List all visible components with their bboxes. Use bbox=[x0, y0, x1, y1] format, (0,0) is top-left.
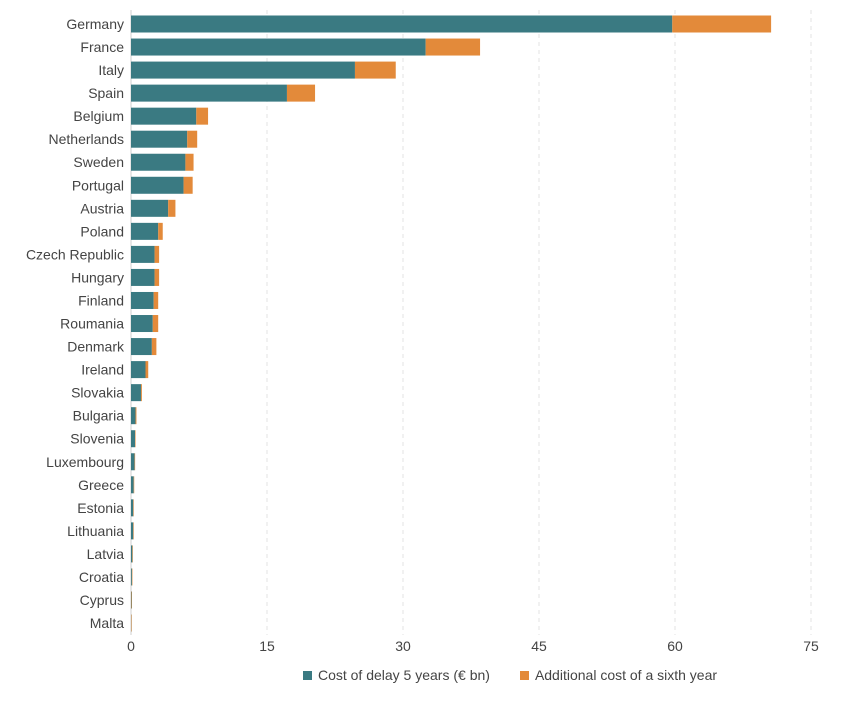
category-label: Croatia bbox=[79, 569, 124, 585]
bar-cost-5-years-lithuania bbox=[131, 522, 134, 540]
category-label: Netherlands bbox=[49, 131, 125, 147]
category-label: Roumania bbox=[60, 316, 124, 332]
bar-sixth-year-luxembourg bbox=[134, 453, 136, 471]
legend-swatch-orange bbox=[519, 670, 529, 680]
bar-cost-5-years-luxembourg bbox=[131, 453, 135, 471]
bar-sixth-year-slovenia bbox=[135, 430, 136, 448]
bar-sixth-year-roumania bbox=[152, 315, 159, 333]
bar-sixth-year-cyprus bbox=[131, 591, 132, 609]
bar-sixth-year-belgium bbox=[196, 107, 209, 125]
bar-sixth-year-greece bbox=[133, 476, 135, 494]
bar-cost-5-years-france bbox=[131, 38, 426, 56]
bar-cost-5-years-hungary bbox=[131, 268, 155, 286]
x-tick-label: 75 bbox=[803, 638, 819, 654]
category-label: Spain bbox=[88, 85, 124, 101]
category-label: Luxembourg bbox=[46, 454, 124, 470]
legend-item-5-years: Cost of delay 5 years (€ bn) bbox=[302, 667, 490, 683]
category-label: Hungary bbox=[71, 269, 124, 285]
category-label: Czech Republic bbox=[26, 246, 124, 262]
category-label: Austria bbox=[80, 200, 124, 216]
category-label: Portugal bbox=[72, 177, 124, 193]
category-label: Cyprus bbox=[80, 592, 124, 608]
bar-sixth-year-denmark bbox=[151, 338, 157, 356]
bar-sixth-year-ireland bbox=[145, 361, 149, 379]
bar-sixth-year-italy bbox=[354, 61, 396, 79]
legend-swatch-teal bbox=[302, 670, 312, 680]
bar-cost-5-years-sweden bbox=[131, 153, 186, 171]
category-label: Italy bbox=[98, 62, 124, 78]
category-label: Latvia bbox=[87, 546, 125, 562]
x-tick-label: 15 bbox=[259, 638, 275, 654]
bar-cost-5-years-germany bbox=[131, 15, 673, 33]
bar-cost-5-years-bulgaria bbox=[131, 407, 136, 425]
bar-cost-5-years-cyprus bbox=[131, 591, 132, 609]
category-label: Slovakia bbox=[71, 385, 124, 401]
bar-sixth-year-france bbox=[425, 38, 481, 56]
bar-cost-5-years-belgium bbox=[131, 107, 197, 125]
category-label: Poland bbox=[80, 223, 124, 239]
category-label: Denmark bbox=[67, 339, 125, 355]
bar-sixth-year-germany bbox=[672, 15, 772, 33]
category-label: Ireland bbox=[81, 362, 124, 378]
bar-sixth-year-portugal bbox=[183, 176, 193, 194]
legend-label: Cost of delay 5 years (€ bn) bbox=[317, 667, 490, 683]
bar-sixth-year-slovakia bbox=[140, 384, 142, 402]
bar-sixth-year-lithuania bbox=[133, 522, 134, 540]
category-label: Malta bbox=[90, 615, 124, 631]
legend-item-sixth-year: Additional cost of a sixth year bbox=[519, 667, 718, 683]
bar-sixth-year-czech-republic bbox=[154, 245, 160, 263]
bar-cost-5-years-spain bbox=[131, 84, 287, 102]
bar-cost-5-years-poland bbox=[131, 222, 159, 240]
bar-cost-5-years-estonia bbox=[131, 499, 134, 517]
bar-cost-5-years-finland bbox=[131, 291, 154, 309]
bar-cost-5-years-netherlands bbox=[131, 130, 188, 148]
bar-sixth-year-sweden bbox=[185, 153, 194, 171]
category-label: France bbox=[80, 39, 124, 55]
category-label: Finland bbox=[78, 292, 124, 308]
bar-cost-5-years-roumania bbox=[131, 315, 153, 333]
bar-cost-5-years-austria bbox=[131, 199, 169, 217]
category-label: Slovenia bbox=[70, 431, 124, 447]
bar-sixth-year-netherlands bbox=[187, 130, 198, 148]
category-label: Germany bbox=[66, 16, 124, 32]
bar-sixth-year-finland bbox=[153, 291, 159, 309]
bar-cost-5-years-czech-republic bbox=[131, 245, 155, 263]
bar-cost-5-years-italy bbox=[131, 61, 355, 79]
x-tick-label: 0 bbox=[127, 638, 135, 654]
category-label: Belgium bbox=[73, 108, 124, 124]
x-tick-label: 45 bbox=[531, 638, 547, 654]
bar-sixth-year-bulgaria bbox=[135, 407, 137, 425]
category-label: Estonia bbox=[77, 500, 124, 516]
bar-cost-5-years-portugal bbox=[131, 176, 184, 194]
category-label: Bulgaria bbox=[73, 408, 125, 424]
bar-cost-5-years-croatia bbox=[131, 568, 132, 586]
bar-sixth-year-spain bbox=[286, 84, 316, 102]
bar-cost-5-years-denmark bbox=[131, 338, 152, 356]
bar-sixth-year-poland bbox=[158, 222, 163, 240]
legend: Cost of delay 5 years (€ bn) Additional … bbox=[0, 667, 850, 683]
bar-cost-5-years-greece bbox=[131, 476, 134, 494]
x-tick-label: 30 bbox=[395, 638, 411, 654]
bar-cost-5-years-slovenia bbox=[131, 430, 136, 448]
category-label: Lithuania bbox=[67, 523, 124, 539]
bar-sixth-year-croatia bbox=[131, 568, 133, 586]
x-tick-label: 60 bbox=[667, 638, 683, 654]
category-label: Greece bbox=[78, 477, 124, 493]
bar-sixth-year-latvia bbox=[132, 545, 133, 563]
bar-sixth-year-hungary bbox=[154, 268, 160, 286]
legend-label: Additional cost of a sixth year bbox=[534, 667, 718, 683]
bar-cost-5-years-latvia bbox=[131, 545, 133, 563]
bar-cost-5-years-ireland bbox=[131, 361, 146, 379]
bar-sixth-year-austria bbox=[168, 199, 176, 217]
bar-cost-5-years-slovakia bbox=[131, 384, 141, 402]
bar-sixth-year-malta bbox=[131, 614, 132, 632]
bar-sixth-year-estonia bbox=[133, 499, 134, 517]
category-label: Sweden bbox=[73, 154, 124, 170]
